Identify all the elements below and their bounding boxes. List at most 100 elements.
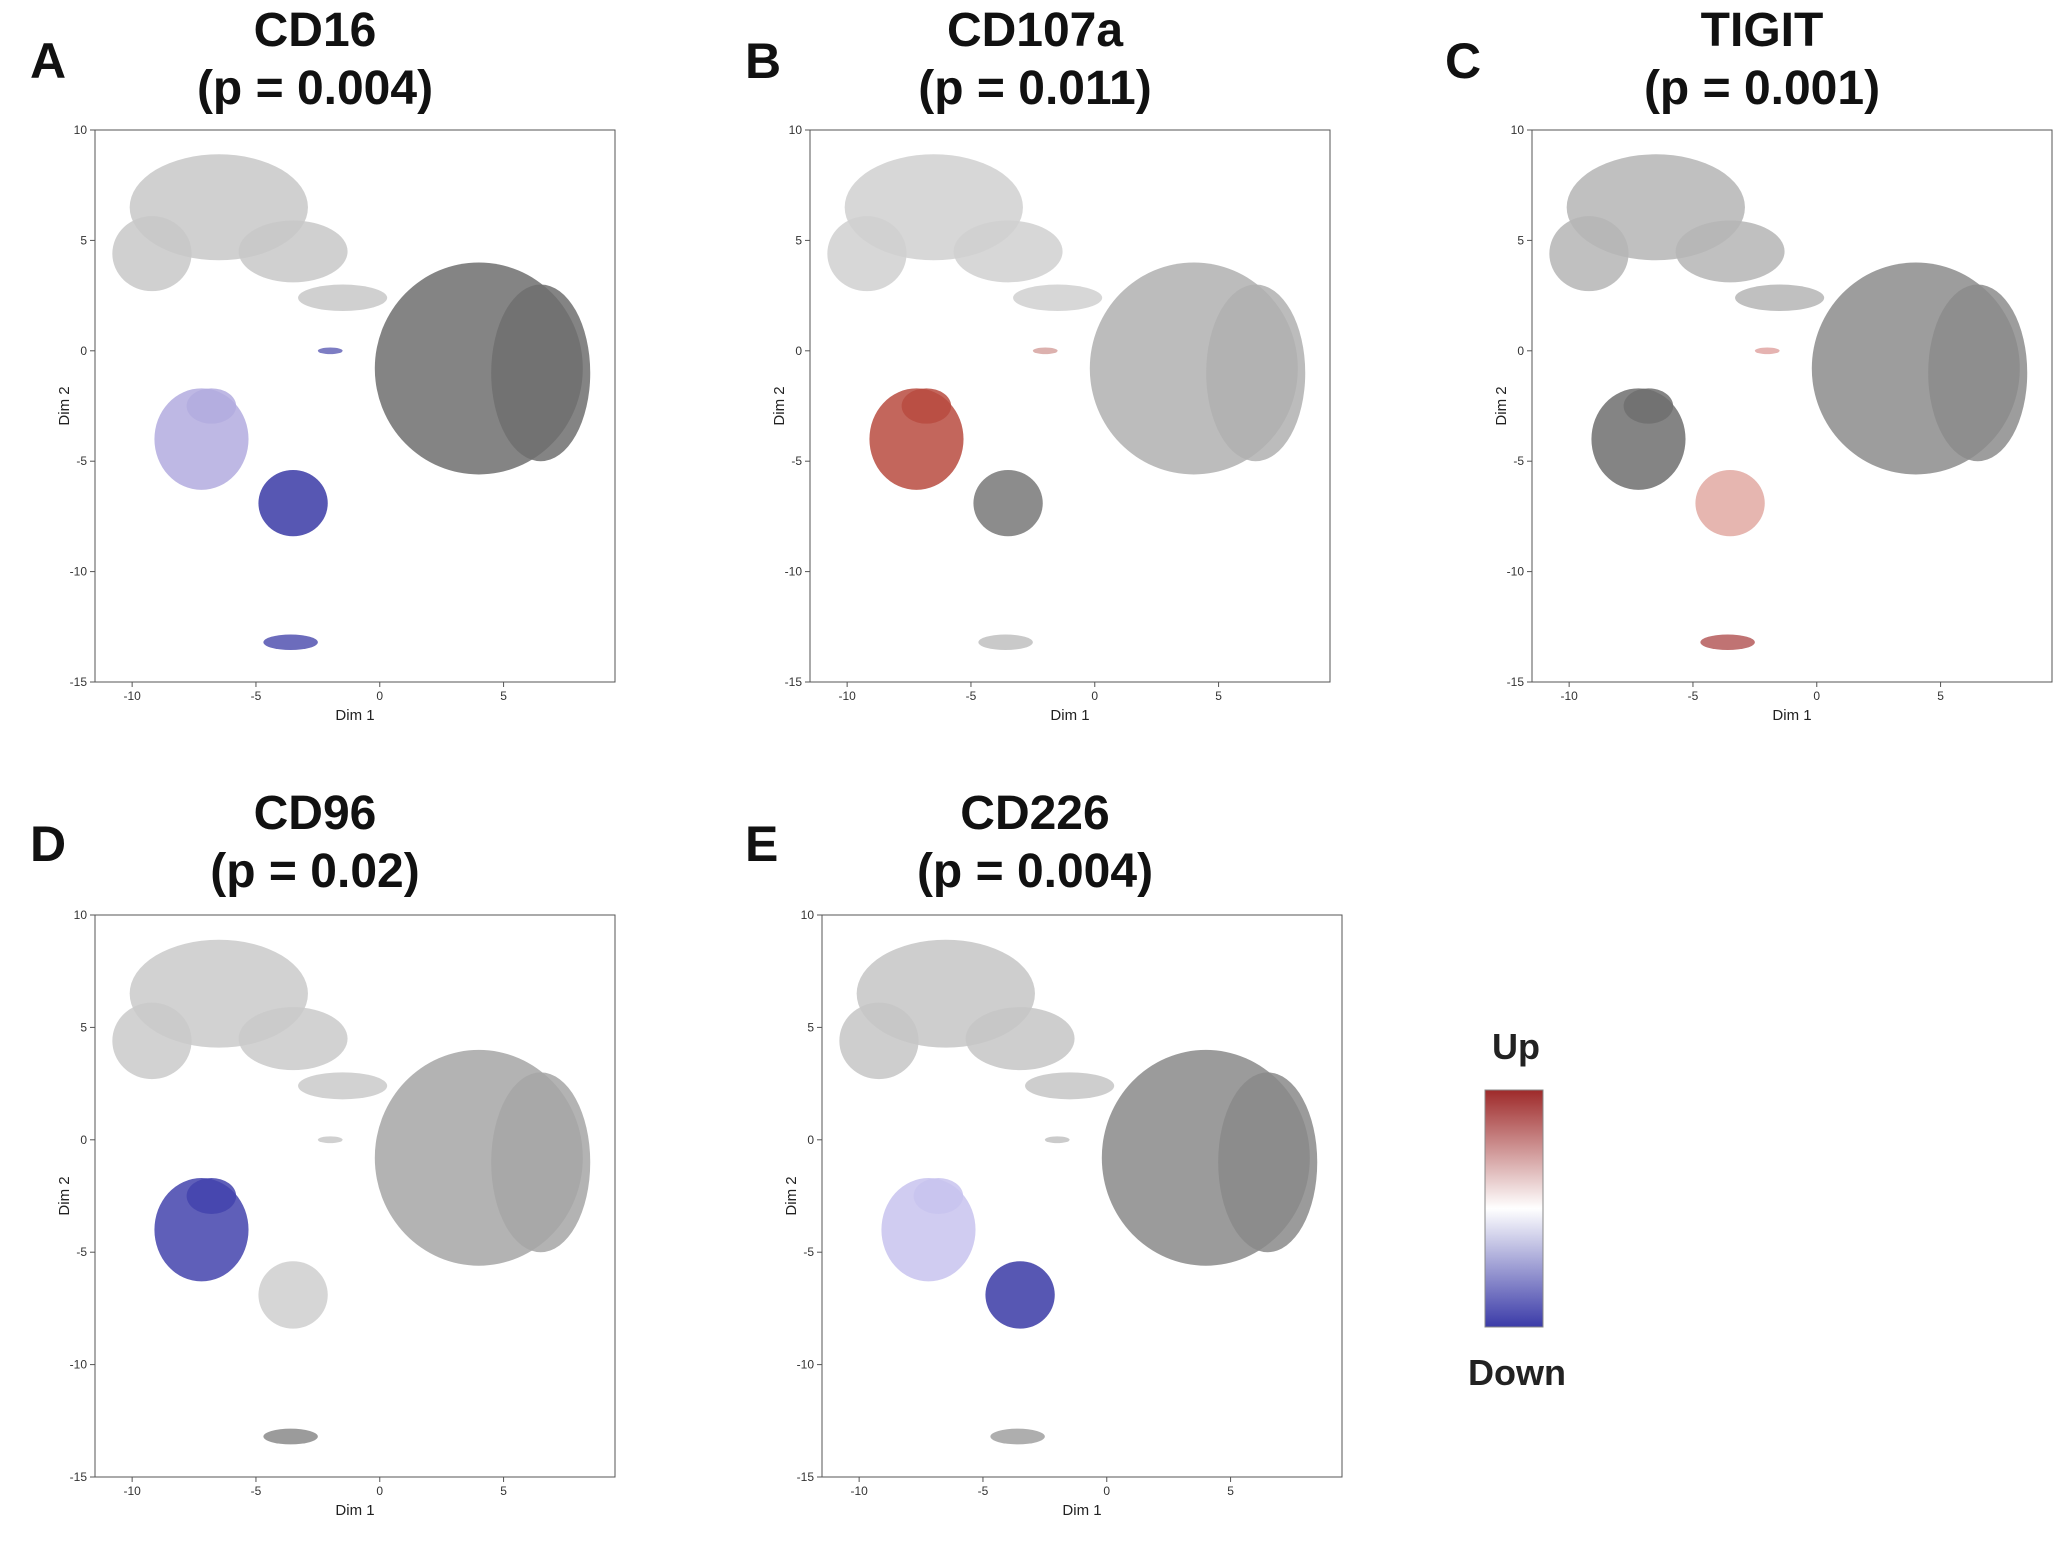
panel-title: CD107a (p = 0.011)	[785, 2, 1285, 118]
marker-name: CD16	[253, 4, 377, 57]
y-tick-label: 10	[801, 908, 815, 922]
x-tick-label: -5	[966, 689, 977, 703]
x-tick-label: 0	[376, 1484, 383, 1498]
cluster-large	[491, 284, 591, 462]
cluster-left	[186, 388, 237, 424]
y-tick-label: 10	[74, 908, 88, 922]
cluster-mid	[1695, 470, 1765, 537]
panel-title: CD226 (p = 0.004)	[785, 785, 1285, 901]
umap-plot-c: -10 -5 0 5 10 5 0 -5 -10 -15 Dim 1 Dim 2	[1493, 123, 2053, 724]
y-tick-label: -15	[797, 1470, 815, 1484]
x-tick-label: -5	[1688, 689, 1699, 703]
panel-title: TIGIT (p = 0.001)	[1512, 2, 2012, 118]
panel-title: CD96 (p = 0.02)	[65, 785, 565, 901]
cluster-large	[491, 1072, 591, 1253]
x-tick-label: 0	[376, 689, 383, 703]
y-tick-label: 0	[1517, 344, 1524, 358]
y-axis-label: Dim 2	[56, 386, 73, 425]
y-tick-label: -10	[70, 565, 88, 579]
cluster-bottom	[1700, 634, 1755, 650]
umap-plot-d: -10 -5 0 5 10 5 0 -5 -10 -15 Dim 1 Dim 2	[56, 908, 616, 1519]
x-axis-label: Dim 1	[1772, 707, 1811, 724]
y-tick-label: -5	[76, 1245, 87, 1259]
y-tick-label: 5	[80, 1020, 87, 1034]
cluster-small	[317, 1136, 343, 1144]
cluster-left	[186, 1178, 237, 1214]
x-tick-label: -5	[978, 1484, 989, 1498]
y-tick-label: 5	[807, 1020, 814, 1034]
y-tick-label: 0	[807, 1133, 814, 1147]
y-tick-label: 0	[80, 1133, 87, 1147]
x-tick-label: -5	[251, 689, 262, 703]
x-tick-label: 0	[1091, 689, 1098, 703]
cluster-left	[1623, 388, 1674, 424]
cluster-large	[1206, 284, 1306, 462]
x-tick-label: 5	[1937, 689, 1944, 703]
panel-letter-a: A	[30, 33, 67, 89]
cluster-large	[1928, 284, 2028, 462]
y-tick-label: -10	[785, 565, 803, 579]
cluster-top	[1025, 1072, 1115, 1100]
cluster-left	[901, 388, 952, 424]
cluster-top	[298, 1072, 388, 1100]
cluster-small	[1032, 347, 1058, 355]
cluster-mid	[258, 470, 328, 537]
y-axis-label: Dim 2	[771, 386, 788, 425]
y-tick-label: 10	[789, 123, 803, 137]
y-tick-label: 5	[795, 233, 802, 247]
y-tick-label: -5	[803, 1245, 814, 1259]
x-tick-label: 0	[1813, 689, 1820, 703]
y-tick-label: 10	[1511, 123, 1525, 137]
cluster-top	[1675, 220, 1785, 283]
x-tick-label: 5	[1227, 1484, 1234, 1498]
p-value: (p = 0.011)	[918, 62, 1152, 115]
y-axis-label: Dim 2	[56, 1176, 73, 1215]
x-tick-label: -10	[123, 689, 141, 703]
cluster-top	[1549, 216, 1629, 292]
y-tick-label: -15	[70, 1470, 88, 1484]
y-axis-label: Dim 2	[783, 1176, 800, 1215]
y-tick-label: -5	[76, 454, 87, 468]
legend-gradient-bar	[1484, 1089, 1544, 1328]
x-axis-label: Dim 1	[335, 707, 374, 724]
cluster-small	[1754, 347, 1780, 355]
cluster-top	[965, 1007, 1075, 1071]
x-tick-label: 5	[1215, 689, 1222, 703]
x-tick-label: 0	[1103, 1484, 1110, 1498]
umap-plot-e: -10 -5 0 5 10 5 0 -5 -10 -15 Dim 1 Dim 2	[783, 908, 1343, 1519]
y-tick-label: -5	[791, 454, 802, 468]
p-value: (p = 0.004)	[196, 62, 434, 115]
cluster-top	[827, 216, 907, 292]
y-tick-label: -5	[1513, 454, 1524, 468]
cluster-top	[1013, 284, 1103, 312]
cluster-mid	[973, 470, 1043, 537]
y-tick-label: -10	[797, 1358, 815, 1372]
x-axis-label: Dim 1	[335, 1502, 374, 1519]
p-value: (p = 0.02)	[210, 845, 420, 898]
y-tick-label: 5	[80, 233, 87, 247]
marker-name: CD226	[960, 787, 1110, 840]
cluster-bottom	[263, 634, 318, 650]
cluster-top	[238, 1007, 348, 1071]
y-tick-label: -15	[1507, 675, 1525, 689]
cluster-top	[1735, 284, 1825, 312]
cluster-bottom	[263, 1428, 318, 1445]
y-tick-label: -10	[1507, 565, 1525, 579]
y-tick-label: 0	[795, 344, 802, 358]
y-tick-label: 10	[74, 123, 88, 137]
y-tick-label: 0	[80, 344, 87, 358]
umap-plot-a: -10 -5 0 5 10 5 0 -5 -10 -15 Dim 1 Dim 2	[56, 123, 616, 724]
y-axis-label: Dim 2	[1493, 386, 1510, 425]
y-tick-label: -10	[70, 1358, 88, 1372]
cluster-large	[1218, 1072, 1318, 1253]
cluster-top	[298, 284, 388, 312]
marker-name: TIGIT	[1700, 4, 1824, 57]
panel-letter-d: D	[30, 816, 67, 872]
p-value: (p = 0.001)	[1643, 62, 1881, 115]
cluster-small	[317, 347, 343, 355]
cluster-bottom	[990, 1428, 1045, 1445]
x-tick-label: -10	[1560, 689, 1578, 703]
x-axis-label: Dim 1	[1050, 707, 1089, 724]
legend-down-label: Down	[1468, 1352, 1566, 1393]
x-tick-label: -10	[123, 1484, 141, 1498]
